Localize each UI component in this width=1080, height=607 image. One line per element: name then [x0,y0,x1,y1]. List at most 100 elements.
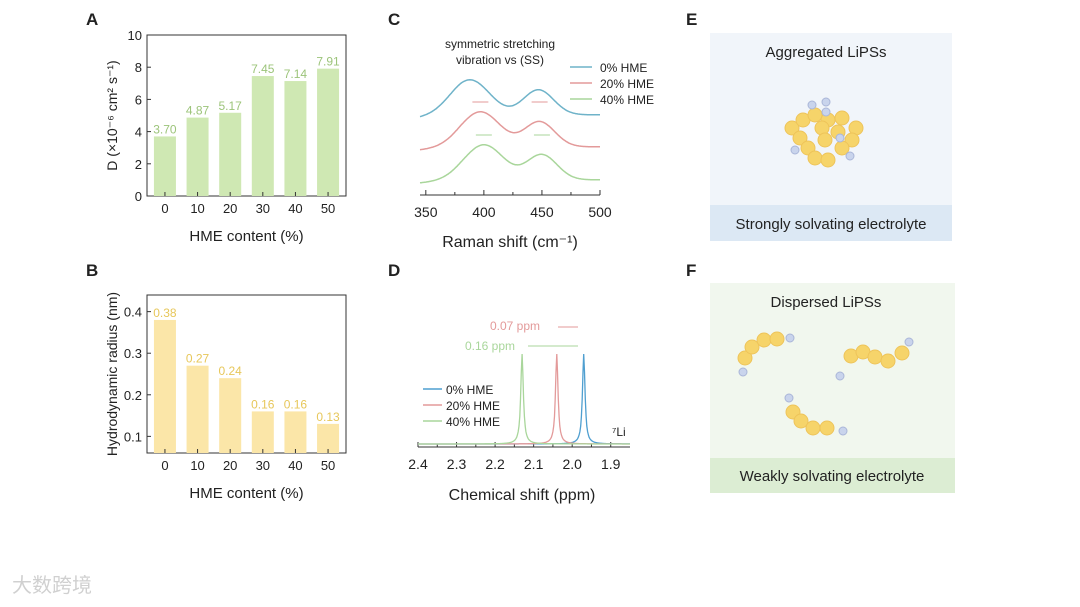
lithium-atom [785,333,795,343]
spectrum-line [419,111,600,151]
x-tick-label: 10 [190,458,204,473]
x-tick-label: 2.1 [524,456,544,472]
x-tick-label: 2.0 [562,456,582,472]
sulfur-atom [819,420,835,436]
legend-label: 20% HME [600,77,654,91]
plot-frame [146,294,347,454]
x-tick-label: 40 [288,201,302,216]
lithium-atom [835,371,845,381]
x-tick-label: 20 [223,201,237,216]
data-label: 0.16 [284,397,308,411]
panel-letter-d: D [388,261,400,280]
data-label: 7.14 [284,67,308,81]
lithium-atom [845,151,855,161]
nmr-peak [418,353,630,445]
bar [219,112,242,196]
bar [153,136,176,196]
sulfur-atom [844,132,860,148]
nucleus-label: ⁷Li [612,425,626,439]
data-label: 0.16 [251,397,275,411]
sulfur-atom [792,130,808,146]
x-tick-label: 350 [414,204,438,220]
bar [251,411,274,453]
sulfur-atom [737,350,753,366]
bar [284,81,307,196]
data-label: 4.87 [186,104,210,118]
sulfur-atom [805,420,821,436]
panel-letter-c: C [388,10,400,29]
chart-a: 3.70 0 4.87 10 5.17 20 7.45 30 7.14 40 7.91 50 0 2 4 6 8… [104,28,347,245]
panel-e-title: Aggregated LiPSs [766,44,887,61]
data-label: 0.13 [316,410,340,424]
lithium-atom [821,107,831,117]
data-label: 0.27 [186,352,210,366]
sulfur-atom [880,353,896,369]
legend-label: 0% HME [600,61,647,75]
panel-e-band [710,205,952,241]
sulfur-atom [867,349,883,365]
x-tick-label: 2.4 [408,456,428,472]
lithium-atom [835,133,845,143]
lithium-atom [807,100,817,110]
legend-label: 40% HME [446,415,500,429]
chart-d: 2.4 2.3 2.2 2.1 2.0 1.9 Chemical shift (ppm) 0%… [408,319,630,504]
panel-letter-a: A [86,10,98,29]
x-tick-label: 0 [161,458,168,473]
shift-annotation: 0.07 ppm [490,319,540,333]
panel-f-band [710,458,955,493]
sulfur-atom [769,331,785,347]
sulfur-atom [820,152,836,168]
panel-letter-f: F [686,261,696,280]
bar [284,411,307,453]
panel-f-title: Dispersed LiPSs [771,294,882,311]
y-tick-label: 0.3 [124,346,142,361]
sulfur-atom [894,345,910,361]
x-tick-label: 500 [588,204,612,220]
dispersed-lipss-illustration [737,331,914,436]
x-tick-label: 20 [223,458,237,473]
panel-letter-e: E [686,10,697,29]
x-tick-label: 2.2 [485,456,505,472]
x-axis-label: Raman shift (cm⁻¹) [442,234,578,251]
annotation: symmetric stretching [445,37,555,51]
y-tick-label: 0.1 [124,429,142,444]
sulfur-atom [807,107,823,123]
sulfur-atom [817,132,833,148]
lithium-atom [784,393,794,403]
legend-label: 0% HME [446,383,493,397]
y-tick-label: 0.4 [124,305,142,320]
panel-letter-b: B [86,261,98,280]
sulfur-atom [784,120,800,136]
watermark: 大数跨境 [12,574,92,597]
spectrum-line [419,144,600,184]
bar [317,423,340,453]
data-label: 0.24 [219,364,243,378]
x-tick-label: 450 [530,204,554,220]
legend-label: 20% HME [446,399,500,413]
bar [153,319,176,453]
data-label: 3.70 [153,122,177,136]
legend-label: 40% HME [600,93,654,107]
x-tick-label: 1.9 [601,456,621,472]
shift-annotation: 0.16 ppm [465,339,515,353]
annotation: vibration vs (SS) [456,53,544,67]
y-axis-label: D (×10⁻⁶ cm² s⁻¹) [104,60,120,170]
x-axis-label: HME content (%) [189,485,303,502]
data-label: 5.17 [219,99,243,113]
y-tick-label: 0 [135,189,142,204]
x-tick-label: 400 [472,204,496,220]
aggregated-lipss-illustration [784,97,864,168]
spectrum-line [419,79,600,118]
lithium-atom [738,367,748,377]
sulfur-atom [807,150,823,166]
x-tick-label: 0 [161,201,168,216]
lithium-atom [904,337,914,347]
y-tick-label: 2 [135,157,142,172]
data-label: 7.91 [316,55,340,69]
lithium-atom [838,426,848,436]
x-tick-label: 40 [288,458,302,473]
sulfur-atom [834,110,850,126]
x-tick-label: 30 [256,458,270,473]
